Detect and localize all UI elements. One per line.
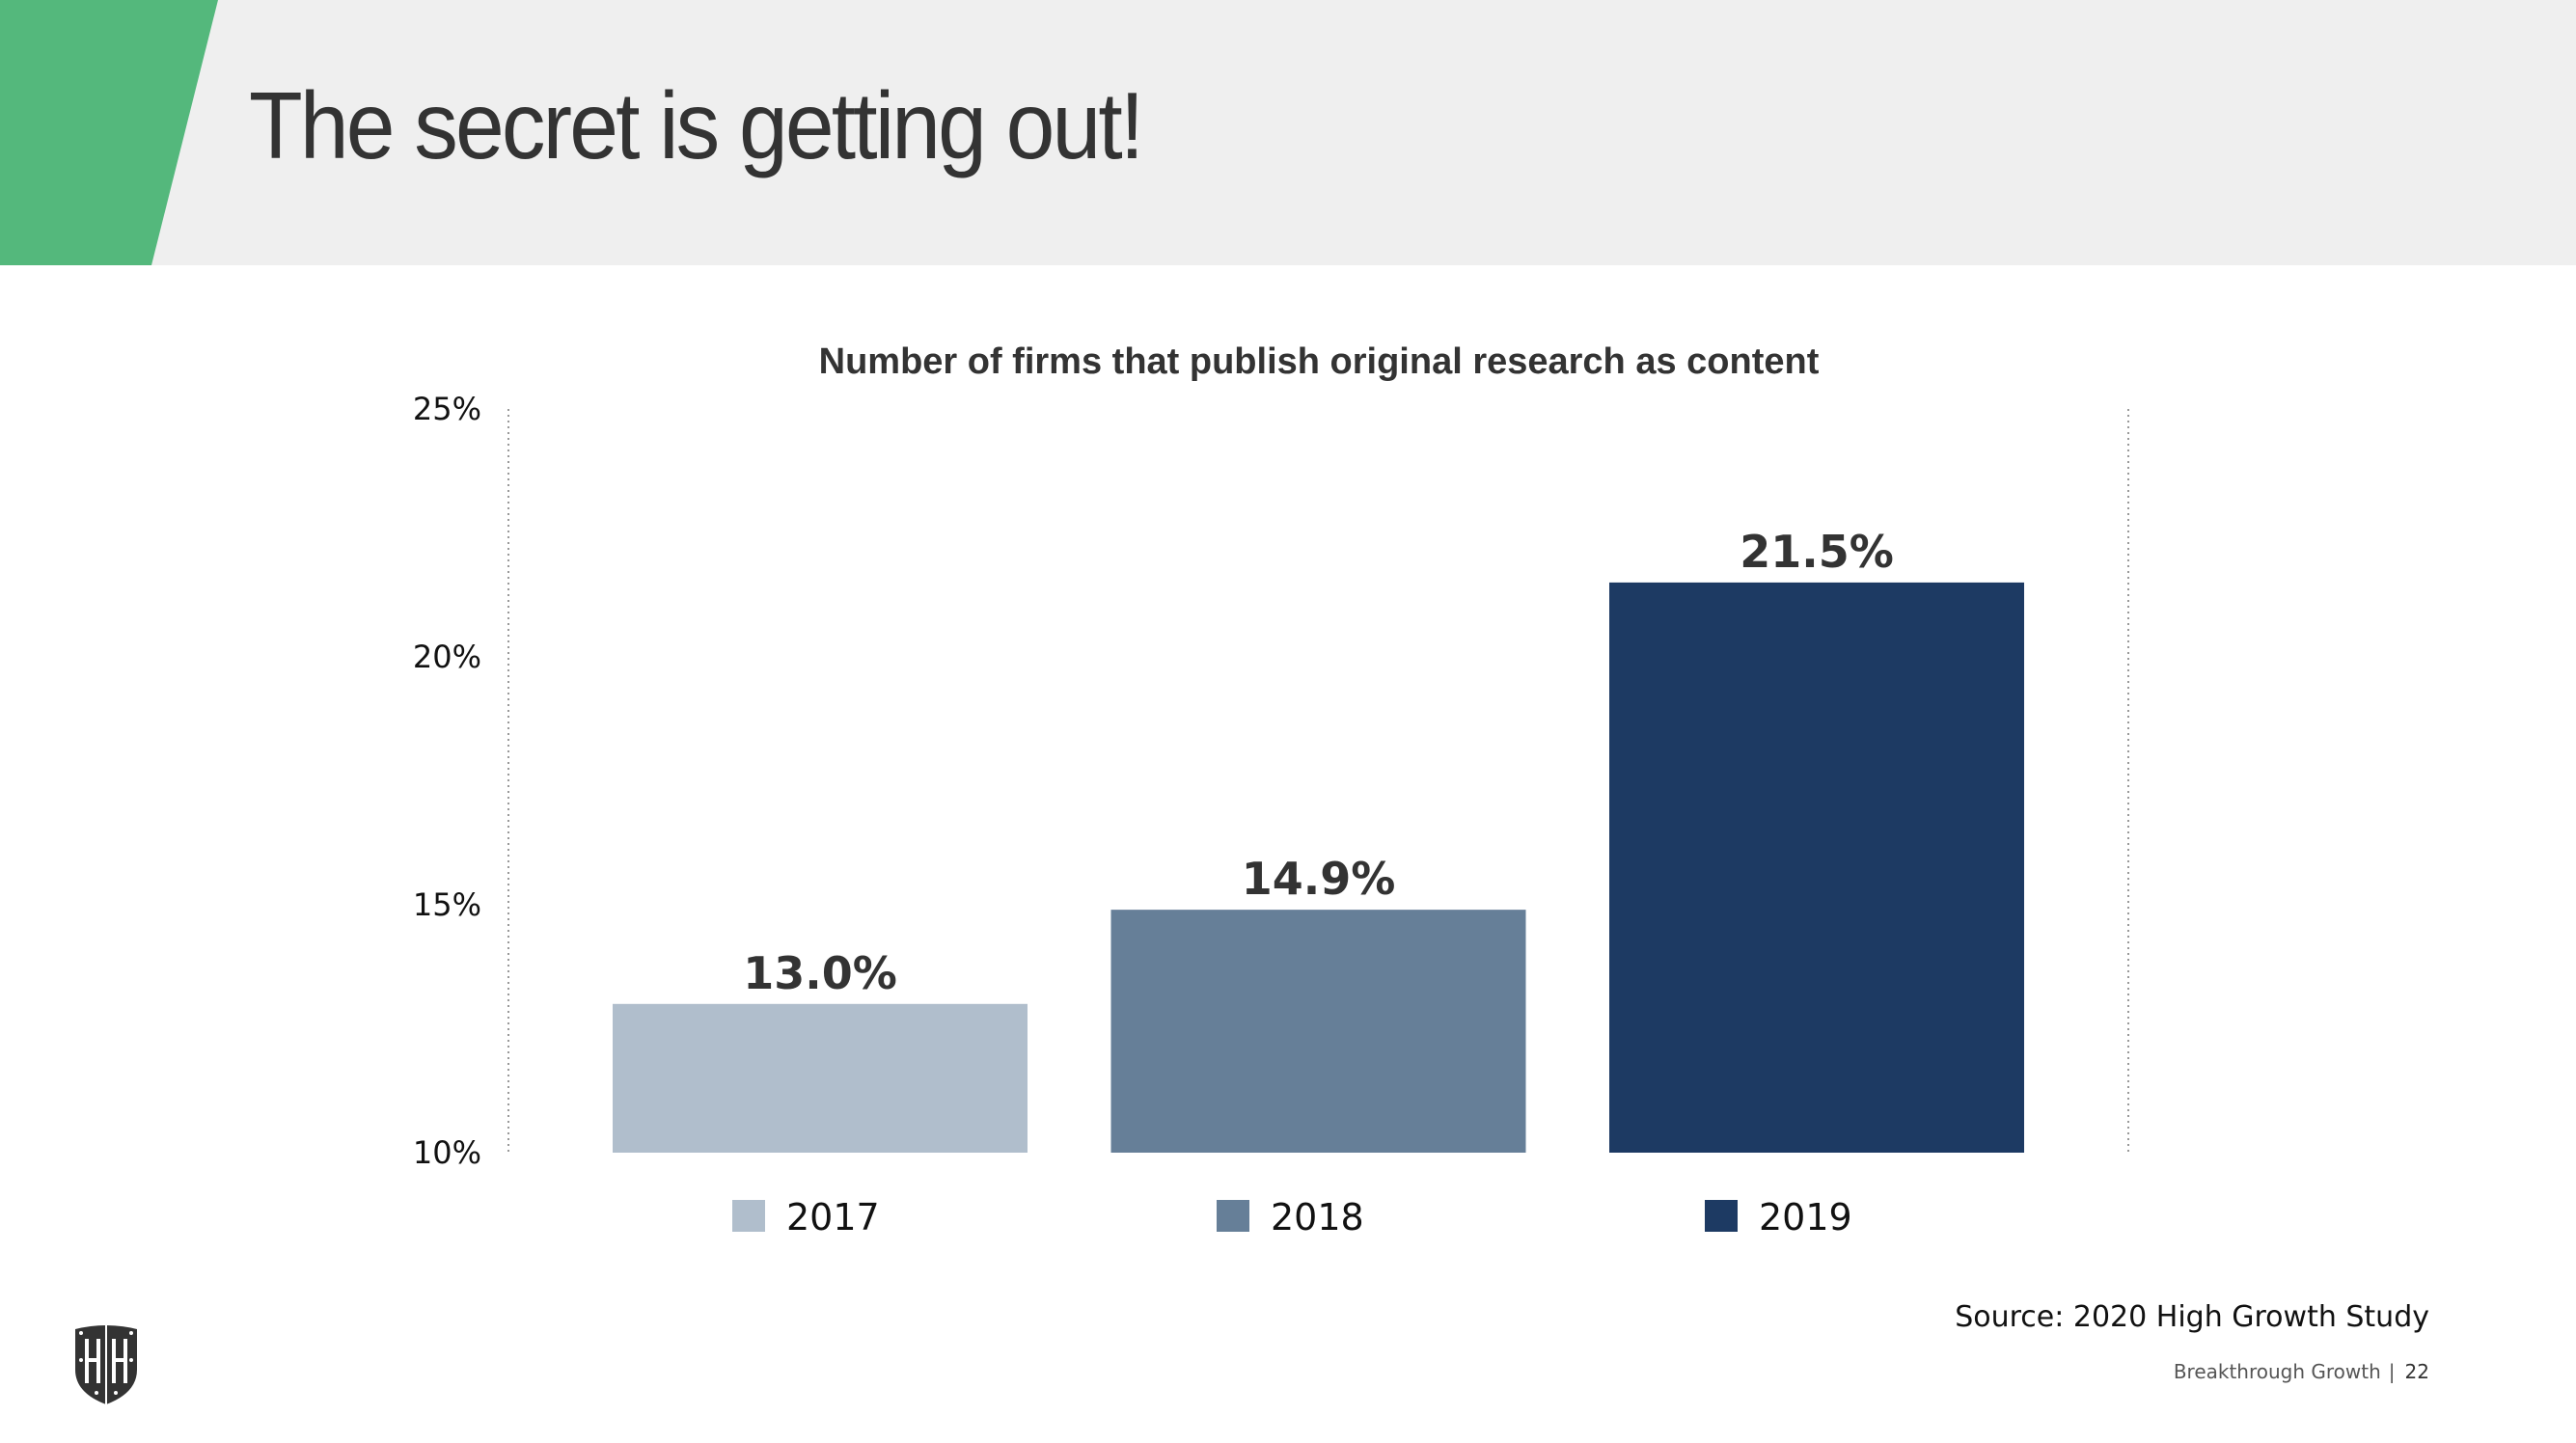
legend: 2017 2018 2019 xyxy=(732,1196,1852,1239)
data-label-2017: 13.0% xyxy=(743,947,897,999)
y-tick-label: 20% xyxy=(413,639,481,675)
bar-2017 xyxy=(613,1003,1028,1153)
chart-title: Number of firms that publish original re… xyxy=(819,341,1820,382)
data-label-2019: 21.5% xyxy=(1740,526,1894,578)
bar-2018 xyxy=(1110,910,1526,1153)
bars xyxy=(613,582,2024,1153)
legend-label-2017: 2017 xyxy=(786,1196,880,1239)
footer-separator: | xyxy=(2388,1360,2396,1383)
slide-title: The secret is getting out! xyxy=(249,72,1144,178)
y-tick-label: 25% xyxy=(413,391,481,427)
data-label-2018: 14.9% xyxy=(1242,853,1396,905)
footer-brand: Breakthrough Growth xyxy=(2173,1360,2381,1383)
page-number: 22 xyxy=(2404,1360,2429,1383)
y-tick-label: 15% xyxy=(413,886,481,923)
bar-2019 xyxy=(1609,582,2024,1153)
plot-frame xyxy=(507,409,2129,1153)
legend-swatch-2018 xyxy=(1217,1200,1249,1232)
legend-label-2019: 2019 xyxy=(1759,1196,1852,1239)
source-note: Source: 2020 High Growth Study xyxy=(1955,1300,2429,1334)
data-labels: 13.0% 14.9% 21.5% xyxy=(743,526,1894,999)
y-tick-label: 10% xyxy=(413,1134,481,1171)
y-axis-ticks: 10% 15% 20% 25% xyxy=(413,391,481,1171)
footer: Breakthrough Growth | 22 xyxy=(2174,1360,2429,1383)
header-accent-shape xyxy=(0,0,218,265)
slide-header: The secret is getting out! xyxy=(0,0,2576,265)
company-logo-shield-icon xyxy=(75,1323,137,1404)
legend-swatch-2019 xyxy=(1705,1200,1738,1232)
legend-label-2018: 2018 xyxy=(1271,1196,1364,1239)
legend-swatch-2017 xyxy=(732,1200,765,1232)
green-accent-parallelogram xyxy=(0,0,218,265)
